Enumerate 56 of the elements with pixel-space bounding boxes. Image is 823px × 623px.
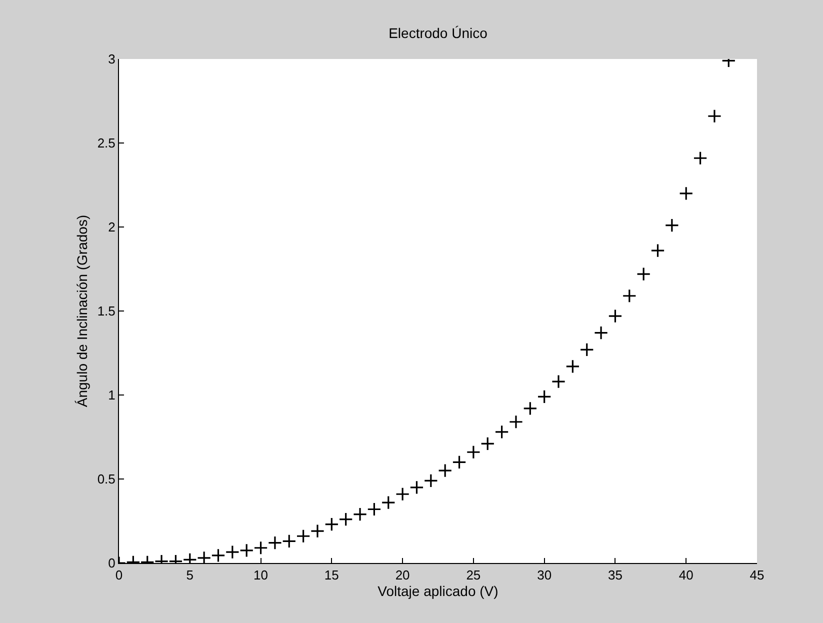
point [254,540,268,555]
point [594,326,608,340]
point [410,480,424,494]
point [537,390,552,404]
point [367,502,382,516]
point [523,401,538,416]
y-tick-label: 3 [108,52,116,67]
x-tick-label: 30 [537,568,552,583]
x-tick-label: 25 [466,568,481,583]
point [466,445,481,460]
point [452,455,466,470]
point [551,374,566,389]
point [196,550,212,563]
point [225,544,240,560]
point [650,243,665,258]
point [282,534,296,548]
point [480,436,495,451]
point [310,524,325,538]
y-axis-title: Ángulo de Inclinación (Grados) [74,214,90,408]
point [352,507,368,522]
y-tick-label: 0 [108,556,116,571]
y-tick-label: 0.5 [97,472,116,487]
point [438,464,452,478]
y-tick-label: 1 [108,388,116,403]
point [664,218,680,232]
point [508,414,524,429]
point [296,529,310,544]
point [707,109,722,124]
x-tick-label: 10 [254,568,268,583]
point [324,517,339,532]
point [395,487,410,502]
point [580,342,594,357]
point [381,495,396,510]
point [566,359,580,374]
x-tick-label: 40 [678,568,694,583]
y-tick-label: 1.5 [97,304,116,319]
point [424,474,438,488]
point [679,186,694,200]
point [240,543,254,558]
point [693,151,708,166]
x-tick-label: 20 [395,568,410,583]
y-tick-label: 2 [108,220,116,235]
point [636,266,651,282]
point [494,424,509,440]
x-tick-label: 35 [608,568,622,583]
x-tick-label: 45 [750,568,764,583]
point [338,512,353,526]
point [211,548,226,563]
x-tick-label: 5 [186,568,194,583]
x-tick-label: 15 [324,568,339,583]
chart-title: Electrodo Único [388,25,488,41]
y-tick-label: 2.5 [97,136,116,151]
point [622,288,636,303]
x-axis-title: Voltaje aplicado (V) [378,582,498,599]
point [608,308,622,324]
point [268,536,282,550]
